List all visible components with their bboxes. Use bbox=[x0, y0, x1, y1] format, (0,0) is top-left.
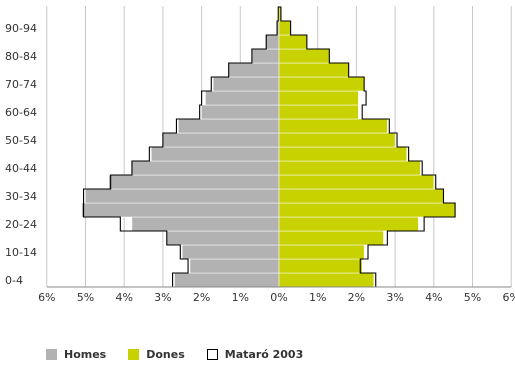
y-tick-label: 90-94 bbox=[5, 22, 37, 35]
x-tick-label: 6% bbox=[38, 291, 55, 304]
y-tick-label: 30-34 bbox=[5, 190, 37, 203]
bar-dones bbox=[278, 244, 365, 260]
x-tick-label: 4% bbox=[115, 291, 132, 304]
x-tick-labels: 6% 5% 4% 3% 2% 1% 0% 1% 2% 3% 4% 5% 6% bbox=[38, 291, 515, 304]
bar-homes bbox=[265, 34, 280, 50]
legend-item-dones: Dones bbox=[128, 348, 185, 361]
legend-item-mataro-2003: Mataró 2003 bbox=[206, 347, 304, 361]
bar-dones bbox=[278, 272, 375, 288]
x-tick-label: 0% bbox=[270, 291, 287, 304]
bar-homes bbox=[131, 160, 280, 176]
bar-dones bbox=[278, 146, 407, 162]
bar-homes bbox=[81, 202, 280, 218]
legend-swatch-dones bbox=[128, 348, 140, 360]
bar-homes bbox=[228, 62, 280, 78]
bar-dones bbox=[278, 174, 435, 190]
legend-item-homes: Homes bbox=[46, 348, 106, 361]
y-tick-label: 80-84 bbox=[5, 50, 37, 63]
bar-homes bbox=[131, 216, 280, 232]
legend: Homes Dones Mataró 2003 bbox=[46, 346, 303, 362]
bar-homes bbox=[108, 174, 280, 190]
bar-homes bbox=[85, 188, 280, 204]
bar-dones bbox=[278, 34, 308, 50]
bar-homes bbox=[212, 76, 280, 92]
x-tick-label: 5% bbox=[77, 291, 94, 304]
outline-mataro-left bbox=[83, 6, 279, 288]
outline-mataro-right bbox=[279, 6, 456, 288]
bar-dones bbox=[278, 118, 388, 134]
bar-homes bbox=[182, 244, 280, 260]
bar-dones bbox=[278, 258, 363, 274]
mataro-2003-outlines bbox=[83, 6, 456, 288]
legend-swatch-homes bbox=[46, 348, 57, 360]
bar-dones bbox=[278, 104, 359, 120]
bar-homes bbox=[151, 146, 280, 162]
bar-homes bbox=[166, 230, 280, 246]
y-tick-label: 10-14 bbox=[5, 246, 37, 259]
x-tick-label: 4% bbox=[425, 291, 442, 304]
y-tick-label: 70-74 bbox=[5, 78, 37, 91]
bar-homes bbox=[162, 132, 280, 148]
bar-homes bbox=[201, 104, 280, 120]
y-tick-label: 60-64 bbox=[5, 106, 37, 119]
y-tick-label: 50-54 bbox=[5, 134, 37, 147]
legend-swatch-mataro-2003 bbox=[206, 348, 218, 360]
y-tick-label: 0-4 bbox=[5, 274, 23, 287]
bar-dones bbox=[278, 132, 396, 148]
x-tick-label: 1% bbox=[309, 291, 326, 304]
bar-dones bbox=[278, 48, 330, 64]
bar-dones bbox=[278, 76, 365, 92]
bar-homes bbox=[189, 258, 280, 274]
x-tick-label: 6% bbox=[502, 291, 515, 304]
bar-dones bbox=[278, 62, 349, 78]
legend-label-homes: Homes bbox=[64, 347, 107, 361]
bar-dones bbox=[278, 20, 291, 36]
bar-dones bbox=[278, 202, 456, 218]
bar-homes bbox=[251, 48, 280, 64]
bar-dones bbox=[278, 188, 444, 204]
x-tick-label: 5% bbox=[464, 291, 481, 304]
bar-dones bbox=[278, 90, 359, 106]
x-tick-label: 3% bbox=[386, 291, 403, 304]
bars bbox=[81, 6, 456, 288]
bar-dones bbox=[278, 160, 421, 176]
y-tick-labels: 0-4 10-14 20-24 30-34 40-44 50-54 60-64 70-74 80… bbox=[5, 22, 37, 287]
legend-label-mataro-2003: Mataró 2003 bbox=[224, 347, 304, 361]
x-tick-label: 2% bbox=[348, 291, 365, 304]
y-tick-label: 40-44 bbox=[5, 162, 37, 175]
bar-homes bbox=[205, 90, 280, 106]
bar-dones bbox=[278, 216, 419, 232]
bar-dones bbox=[278, 230, 384, 246]
y-tick-label: 20-24 bbox=[5, 218, 37, 231]
x-tick-label: 3% bbox=[154, 291, 171, 304]
legend-label-dones: Dones bbox=[146, 347, 185, 361]
x-tick-label: 2% bbox=[193, 291, 210, 304]
bar-homes bbox=[174, 272, 280, 288]
x-tick-label: 1% bbox=[232, 291, 249, 304]
bar-homes bbox=[178, 118, 280, 134]
